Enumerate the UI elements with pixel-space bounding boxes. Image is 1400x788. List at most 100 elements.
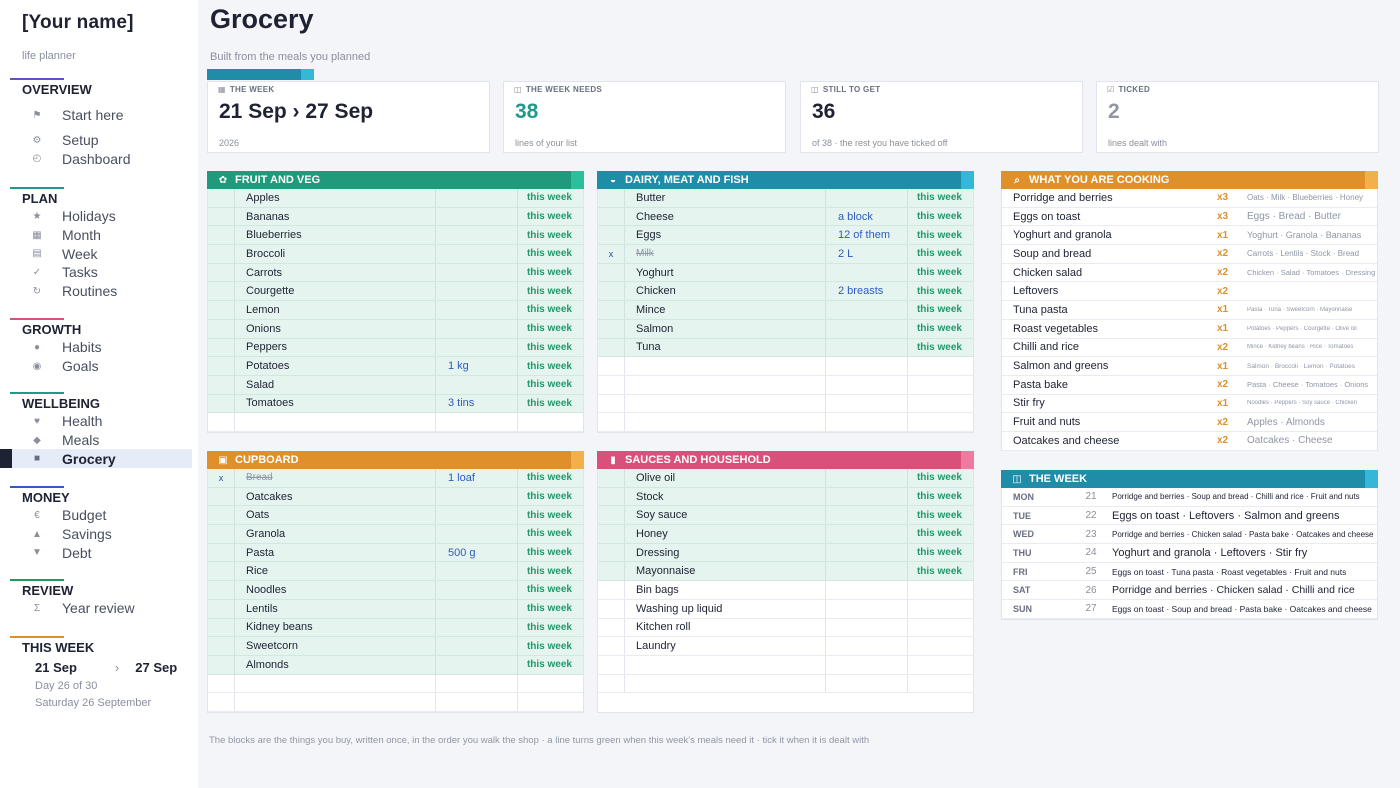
tick-box[interactable]: [208, 189, 235, 207]
tick-box[interactable]: [208, 599, 235, 618]
grocery-row[interactable]: Mayonnaise this week: [598, 562, 973, 582]
grocery-row[interactable]: Almonds this week: [208, 655, 583, 675]
tick-box[interactable]: [598, 357, 625, 375]
tick-box[interactable]: [598, 637, 625, 655]
grocery-row[interactable]: Sweetcorn this week: [208, 637, 583, 656]
grocery-row[interactable]: Apples this week: [208, 189, 583, 208]
grocery-row[interactable]: [598, 655, 973, 675]
grocery-row[interactable]: Bananas this week: [208, 207, 583, 227]
tick-box[interactable]: [598, 469, 625, 487]
sidebar-item-habits[interactable]: ● Habits: [10, 338, 192, 357]
grocery-row[interactable]: Oatcakes this week: [208, 487, 583, 507]
tick-box[interactable]: [598, 487, 625, 506]
tick-box[interactable]: [598, 581, 625, 599]
grocery-row[interactable]: Lentils this week: [208, 599, 583, 619]
grocery-row[interactable]: Peppers this week: [208, 338, 583, 358]
grocery-row[interactable]: [208, 693, 583, 712]
grocery-row[interactable]: Dressing this week: [598, 543, 973, 563]
tick-box[interactable]: [208, 487, 235, 506]
tick-box[interactable]: [208, 282, 235, 301]
tick-box[interactable]: [208, 226, 235, 245]
grocery-row[interactable]: Bin bags: [598, 581, 973, 600]
tick-box[interactable]: [208, 338, 235, 357]
grocery-row[interactable]: Salad this week: [208, 375, 583, 395]
grocery-row[interactable]: Washing up liquid: [598, 599, 973, 619]
tick-box[interactable]: [208, 618, 235, 637]
grocery-row[interactable]: Butter this week: [598, 189, 973, 208]
tick-box[interactable]: x: [208, 469, 235, 487]
tick-box[interactable]: [598, 263, 625, 282]
tick-box[interactable]: [208, 263, 235, 282]
grocery-row[interactable]: Pasta 500 g this week: [208, 543, 583, 563]
grocery-row[interactable]: Kitchen roll: [598, 618, 973, 638]
tick-box[interactable]: [598, 226, 625, 245]
tick-box[interactable]: [208, 245, 235, 263]
sidebar-item-start-here[interactable]: ⚑ Start here: [10, 106, 192, 125]
tick-box[interactable]: [208, 301, 235, 319]
tick-box[interactable]: [208, 394, 235, 413]
grocery-row[interactable]: Salmon this week: [598, 319, 973, 339]
grocery-row[interactable]: Carrots this week: [208, 263, 583, 283]
grocery-row[interactable]: Mince this week: [598, 301, 973, 320]
tick-box[interactable]: [208, 637, 235, 655]
grocery-row[interactable]: [598, 375, 973, 395]
tick-box[interactable]: [208, 525, 235, 543]
tick-box[interactable]: [598, 394, 625, 413]
grocery-row[interactable]: [208, 413, 583, 432]
grocery-row[interactable]: Eggs 12 of them this week: [598, 226, 973, 246]
grocery-row[interactable]: Cheese a block this week: [598, 207, 973, 227]
sidebar-item-budget[interactable]: € Budget: [10, 506, 192, 525]
tick-box[interactable]: [598, 543, 625, 562]
grocery-row[interactable]: Granola this week: [208, 525, 583, 544]
grocery-row[interactable]: Rice this week: [208, 562, 583, 582]
grocery-row[interactable]: Blueberries this week: [208, 226, 583, 246]
tick-box[interactable]: [208, 207, 235, 226]
tick-box[interactable]: [598, 413, 625, 431]
sidebar-item-year-review[interactable]: Σ Year review: [10, 599, 192, 618]
tick-box[interactable]: [598, 525, 625, 543]
grocery-row[interactable]: Noodles this week: [208, 581, 583, 600]
tick-box[interactable]: [598, 599, 625, 618]
grocery-row[interactable]: Laundry: [598, 637, 973, 656]
grocery-row[interactable]: Broccoli this week: [208, 245, 583, 264]
sidebar-item-setup[interactable]: ⚙ Setup: [10, 131, 192, 150]
tick-box[interactable]: [208, 413, 235, 431]
grocery-row[interactable]: Tomatoes 3 tins this week: [208, 394, 583, 414]
tick-box[interactable]: [598, 207, 625, 226]
tick-box[interactable]: [208, 581, 235, 599]
sidebar-item-dashboard[interactable]: ◴ Dashboard: [10, 149, 192, 168]
grocery-row[interactable]: Onions this week: [208, 319, 583, 339]
sidebar-item-debt[interactable]: ▼ Debt: [10, 543, 192, 562]
tick-box[interactable]: [208, 655, 235, 674]
grocery-row[interactable]: x Bread 1 loaf this week: [208, 469, 583, 488]
grocery-row[interactable]: [598, 674, 973, 694]
grocery-row[interactable]: Tuna this week: [598, 338, 973, 358]
sidebar-item-grocery[interactable]: ■ Grocery: [0, 449, 192, 469]
grocery-row[interactable]: [208, 674, 583, 694]
tick-box[interactable]: [598, 338, 625, 357]
grocery-row[interactable]: Oats this week: [208, 506, 583, 526]
grocery-row[interactable]: x Milk 2 L this week: [598, 245, 973, 264]
tick-box[interactable]: [208, 693, 235, 711]
tick-box[interactable]: [208, 674, 235, 693]
sidebar-item-routines[interactable]: ↻ Routines: [10, 282, 192, 301]
tick-box[interactable]: [598, 506, 625, 525]
sidebar-item-savings[interactable]: ▲ Savings: [10, 525, 192, 544]
grocery-row[interactable]: Honey this week: [598, 525, 973, 544]
tick-box[interactable]: [598, 655, 625, 674]
sidebar-item-goals[interactable]: ◉ Goals: [10, 357, 192, 376]
sidebar-item-meals[interactable]: ◆ Meals: [10, 431, 192, 450]
tick-box[interactable]: [208, 375, 235, 394]
grocery-row[interactable]: Chicken 2 breasts this week: [598, 282, 973, 302]
tick-box[interactable]: [208, 319, 235, 338]
tick-box[interactable]: [208, 543, 235, 562]
grocery-row[interactable]: Olive oil this week: [598, 469, 973, 488]
tick-box[interactable]: [598, 674, 625, 693]
sidebar-item-week[interactable]: ▤ Week: [10, 244, 192, 263]
sidebar-item-holidays[interactable]: ★ Holidays: [10, 207, 192, 226]
tick-box[interactable]: [598, 618, 625, 637]
tick-box[interactable]: [598, 189, 625, 207]
tick-box[interactable]: [598, 282, 625, 301]
grocery-row[interactable]: Yoghurt this week: [598, 263, 973, 283]
tick-box[interactable]: [598, 562, 625, 581]
